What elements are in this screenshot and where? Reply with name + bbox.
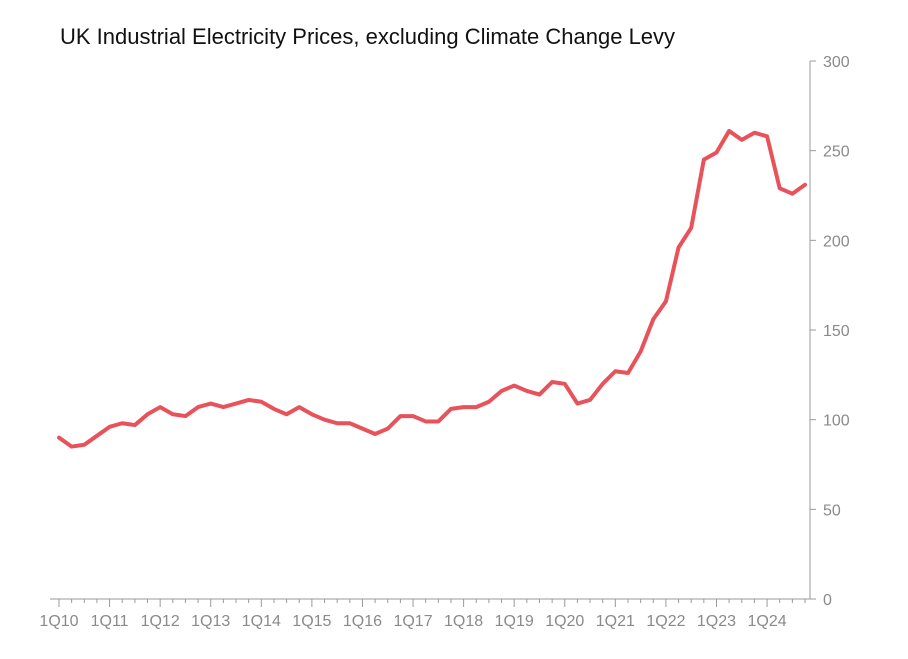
- x-tick-label: 1Q21: [596, 613, 635, 630]
- y-tick-label: 200: [823, 233, 850, 250]
- x-tick-label: 1Q20: [545, 613, 584, 630]
- x-tick-label: 1Q12: [141, 613, 180, 630]
- x-tick-label: 1Q18: [444, 613, 483, 630]
- series-line: [57, 128, 807, 449]
- x-tick-label: 1Q15: [292, 613, 331, 630]
- x-tick-label: 1Q11: [91, 613, 129, 630]
- y-tick-label: 100: [823, 413, 850, 430]
- x-tick-label: 1Q19: [495, 613, 534, 630]
- y-tick-label: 0: [823, 592, 832, 609]
- x-tick-label: 1Q23: [697, 613, 736, 630]
- y-tick-label: 50: [823, 502, 841, 519]
- y-tick-label: 150: [823, 323, 850, 340]
- x-tick-label: 1Q22: [646, 613, 685, 630]
- y-tick-label: 250: [823, 144, 850, 161]
- x-tick-label: 1Q24: [747, 613, 786, 630]
- y-axis-ticks: 0 50 100 150 200 250 300: [810, 54, 850, 609]
- x-tick-label: 1Q14: [242, 613, 281, 630]
- y-tick-label: 300: [823, 54, 850, 71]
- x-tick-label: 1Q16: [343, 613, 382, 630]
- x-tick-label: 1Q13: [191, 613, 230, 630]
- axes: [50, 61, 811, 600]
- x-tick-label: 1Q10: [39, 613, 78, 630]
- x-axis-ticks: 1Q10 1Q11 1Q12 1Q13 1Q14 1Q15 1Q16 1Q17 1Q18 1Q19…: [39, 599, 806, 630]
- chart-title: UK Industrial Electricity Prices, exclud…: [60, 24, 676, 49]
- x-tick-label: 1Q17: [393, 613, 432, 630]
